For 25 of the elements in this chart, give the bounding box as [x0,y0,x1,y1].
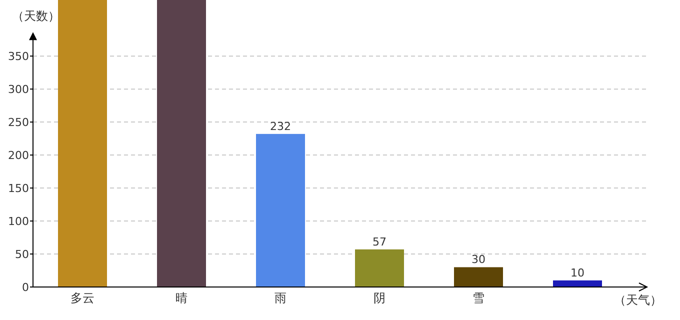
y-tick-label: 300 [8,83,29,96]
x-axis-title: （天气） [614,293,662,307]
x-tick-label: 多云 [70,291,94,305]
x-tick-label: 雨 [274,291,286,305]
bar [256,134,305,287]
data-label: 10 [570,266,584,280]
y-tick-label: 0 [22,281,29,294]
data-label: 30 [472,253,486,266]
y-tick-label: 100 [8,215,29,228]
bar [157,0,206,287]
x-tick-label: 阴 [374,291,386,305]
x-tick-label: 雪 [472,291,484,305]
data-label: 57 [372,235,386,248]
bar [553,280,602,287]
y-tick-label: 200 [8,149,29,162]
y-axis-title: （天数） [12,9,60,23]
bar [58,0,107,287]
data-label: 232 [270,120,291,133]
x-tick-label: 晴 [176,291,188,305]
bar [355,249,404,287]
y-tick-label: 50 [15,248,29,262]
y-tick-label: 150 [8,182,29,196]
y-tick-label: 250 [8,116,29,130]
bar [454,267,503,287]
y-tick-label: 350 [8,50,29,64]
